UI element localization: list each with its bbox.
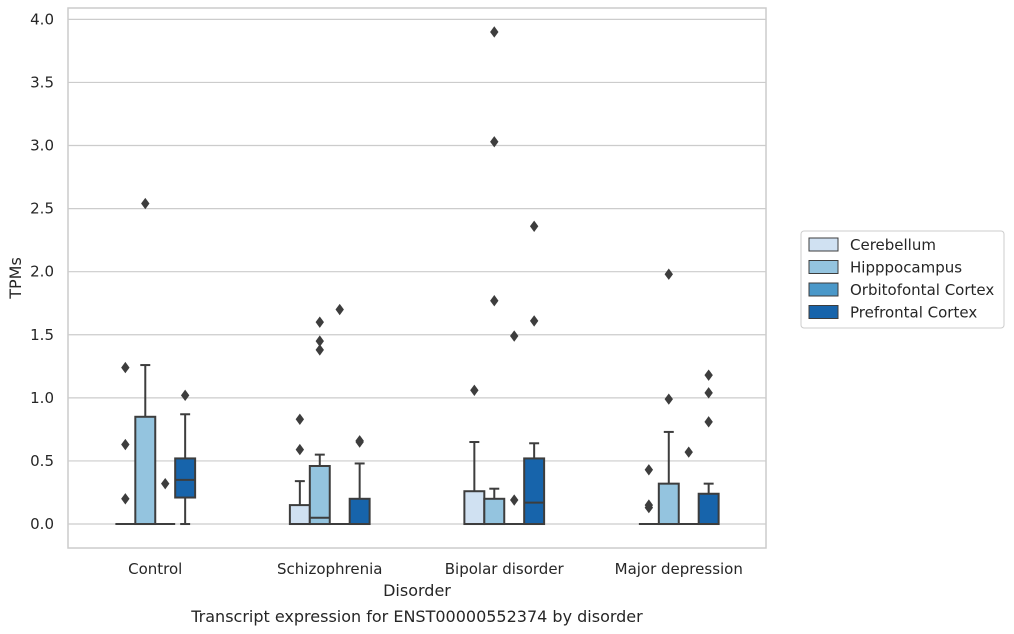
box-body [348, 497, 371, 526]
x-tick-labels: Control Schizophrenia Bipolar disorder Majo… [128, 560, 743, 578]
outlier-point [490, 136, 499, 148]
outlier-point [335, 303, 344, 316]
legend-label: Cerebellum [850, 236, 936, 254]
x-axis-title: Disorder [383, 581, 451, 600]
box-body [483, 497, 506, 526]
y-tick-label: 2.0 [30, 263, 54, 281]
x-tick-label: Schizophrenia [277, 560, 382, 578]
outlier-point [704, 387, 713, 399]
box-hipppocampus [657, 268, 680, 526]
y-tick-labels: 0.0 0.5 1.0 1.5 2.0 2.5 3.0 3.5 4.0 [30, 10, 54, 533]
box-hipppocampus [134, 197, 157, 526]
outlier-point [529, 315, 539, 327]
outlier-point [510, 494, 519, 506]
box-prefrontal-cortex [523, 220, 546, 526]
x-tick-label: Major depression [615, 560, 743, 578]
outlier-point [295, 443, 305, 456]
box-body [523, 457, 546, 526]
legend-label: Orbitofontal Cortex [850, 281, 994, 299]
box-body [657, 482, 680, 526]
box-body [463, 490, 486, 526]
box-orbitofontal-cortex [329, 303, 350, 526]
box-cerebellum [288, 413, 311, 526]
outlier-point [121, 493, 130, 505]
plot-frame [67, 7, 767, 549]
legend-swatch [808, 282, 839, 297]
legend-swatch [808, 260, 839, 274]
box-prefrontal-cortex [348, 435, 371, 526]
box-body [174, 457, 197, 499]
legend: Cerebellum Hipppocampus Orbitofontal Corte… [800, 230, 1005, 329]
outlier-point [490, 295, 499, 307]
legend-swatch [808, 237, 839, 252]
outlier-point [684, 446, 693, 458]
y-tick-label: 3.5 [30, 73, 54, 91]
y-tick-label: 3.0 [30, 137, 54, 155]
y-tick-label: 2.5 [30, 200, 54, 218]
y-axis-title: TPMs [6, 257, 25, 300]
outlier-point [529, 220, 539, 232]
y-tick-label: 4.0 [30, 10, 54, 28]
box-plot-marks [115, 26, 720, 526]
chart-caption: Transcript expression for ENST0000055237… [190, 607, 643, 626]
box-prefrontal-cortex [174, 389, 197, 526]
box-body [134, 415, 157, 526]
outlier-point [704, 416, 713, 428]
legend-frame [800, 230, 1005, 329]
x-tick-label: Control [128, 560, 182, 578]
box-cerebellum [463, 384, 486, 526]
outlier-point [704, 369, 713, 381]
legend-label: Prefrontal Cortex [850, 304, 977, 322]
outlier-point [295, 413, 305, 425]
outlier-point [161, 477, 170, 490]
box-orbitofontal-cortex [678, 446, 699, 526]
outlier-point [644, 499, 654, 511]
outlier-point [121, 361, 130, 374]
box-body [308, 464, 331, 526]
y-tick-label: 0.5 [30, 452, 54, 470]
box-orbitofontal-cortex [155, 477, 176, 526]
x-tick-label: Bipolar disorder [445, 560, 565, 578]
legend-swatch [808, 305, 839, 319]
box-body [288, 504, 311, 526]
box-cerebellum [115, 361, 136, 526]
outlier-point [490, 26, 499, 38]
outlier-point [180, 389, 190, 402]
y-tick-label: 1.5 [30, 326, 54, 344]
y-tick-label: 1.0 [30, 389, 54, 407]
grid-lines [68, 18, 766, 525]
outlier-point [470, 384, 479, 396]
box-hipppocampus [308, 316, 331, 526]
outlier-point [315, 344, 324, 356]
outlier-point [510, 330, 519, 342]
outlier-point [141, 197, 150, 210]
box-prefrontal-cortex [697, 369, 720, 526]
outlier-point [644, 464, 654, 476]
outlier-point [664, 268, 673, 280]
box-orbitofontal-cortex [504, 330, 525, 526]
box-body [697, 492, 720, 526]
outlier-point [315, 316, 324, 328]
box-cerebellum [638, 464, 659, 526]
y-tick-label: 0.0 [30, 515, 54, 533]
outlier-point [664, 393, 673, 405]
outlier-point [355, 435, 364, 447]
outlier-point [121, 438, 130, 451]
outlier-point [315, 335, 324, 347]
box-hipppocampus [483, 26, 506, 526]
legend-label: Hipppocampus [850, 259, 962, 277]
